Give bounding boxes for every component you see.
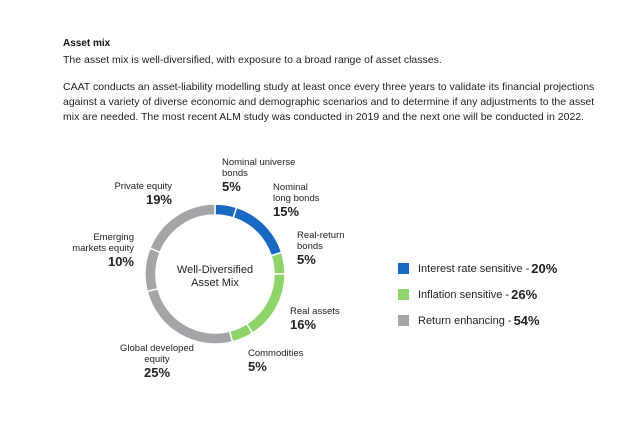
donut-slice-commodities	[228, 322, 254, 343]
label-private-equity: Private equity 19%	[92, 181, 172, 208]
legend-swatch	[398, 289, 409, 300]
label-percent: 19%	[145, 192, 172, 207]
donut-slice-emerging-markets-equity	[144, 247, 162, 293]
legend-percent: 54%	[513, 313, 540, 328]
label-line1: Real-return	[297, 230, 345, 241]
body-paragraph: CAAT conducts an asset-liability modelli…	[63, 81, 595, 123]
intro-text: The asset mix is well-diversified, with …	[63, 54, 442, 66]
donut-slice-private-equity	[148, 203, 216, 254]
label-nominal-long-bonds: Nominal long bonds 15%	[273, 182, 319, 220]
label-line2: equity	[144, 354, 170, 365]
label-percent: 16%	[290, 317, 317, 332]
donut-slice-real-return-bonds	[270, 251, 286, 275]
legend-swatch	[398, 263, 409, 274]
label-line1: Nominal universe	[222, 157, 296, 168]
section-heading: Asset mix	[63, 38, 111, 49]
legend-item-interest-rate: Interest rate sensitive - 20%	[398, 261, 558, 276]
legend-label: Inflation sensitive -	[418, 288, 510, 301]
label-percent: 10%	[107, 254, 134, 269]
donut-slice-global-developed-equity	[146, 287, 234, 345]
chart-title-line2: Asset Mix	[191, 277, 239, 289]
label-real-return-bonds: Real-return bonds 5%	[297, 230, 345, 268]
label-nominal-universe-bonds: Nominal universe bonds 5%	[222, 157, 295, 195]
label-percent: 15%	[273, 204, 300, 219]
label-commodities: Commodities 5%	[248, 348, 303, 375]
label-line1: Global developed	[120, 343, 194, 354]
label-line2: bonds	[297, 241, 323, 252]
legend: Interest rate sensitive - 20% Inflation …	[398, 261, 558, 340]
legend-item-inflation: Inflation sensitive - 26%	[398, 287, 557, 302]
label-real-assets: Real assets 16%	[290, 306, 340, 333]
label-line2: long bonds	[273, 193, 320, 204]
legend-label: Interest rate sensitive -	[418, 262, 530, 275]
label-line1: Emerging	[93, 232, 134, 243]
label-line1: Real assets	[290, 306, 340, 317]
legend-swatch	[398, 315, 409, 326]
legend-percent: 26%	[511, 287, 538, 302]
label-line1: Commodities	[248, 348, 304, 359]
legend-label: Return enhancing -	[418, 314, 512, 327]
legend-item-return-enhancing: Return enhancing - 54%	[398, 313, 557, 328]
chart-title-line1: Well-Diversified	[176, 264, 254, 276]
label-percent: 5%	[297, 252, 316, 267]
label-line2: bonds	[222, 168, 248, 179]
chart-title: Well-Diversified Asset Mix	[160, 264, 270, 290]
label-percent: 5%	[222, 179, 241, 194]
label-percent: 5%	[248, 359, 267, 374]
label-global-developed-equity: Global developed equity 25%	[86, 343, 228, 381]
label-line1: Nominal	[273, 182, 308, 193]
legend-percent: 20%	[531, 261, 558, 276]
label-emerging-markets-equity: Emerging markets equity 10%	[44, 232, 134, 270]
label-line2: markets equity	[72, 243, 134, 254]
label-line1: Private equity	[114, 181, 172, 192]
label-percent: 25%	[143, 365, 171, 380]
